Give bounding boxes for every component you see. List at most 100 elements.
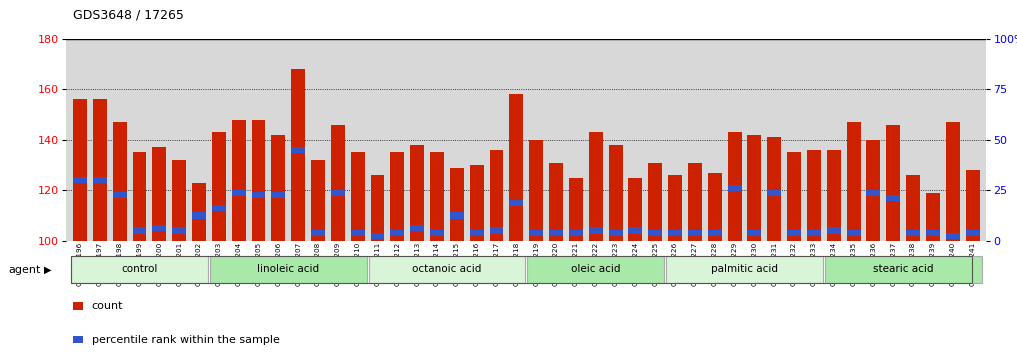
Bar xyxy=(708,173,722,241)
Bar xyxy=(370,175,384,241)
Bar xyxy=(132,153,146,241)
FancyBboxPatch shape xyxy=(527,256,664,284)
Bar xyxy=(489,150,503,241)
Text: count: count xyxy=(92,301,123,311)
Bar xyxy=(926,193,940,241)
Bar xyxy=(93,99,107,241)
Bar xyxy=(648,162,662,241)
Bar xyxy=(331,125,345,241)
Text: linoleic acid: linoleic acid xyxy=(257,264,319,274)
Bar xyxy=(926,230,940,236)
FancyBboxPatch shape xyxy=(368,256,526,284)
Bar xyxy=(291,69,305,241)
Bar xyxy=(687,162,702,241)
Bar xyxy=(866,140,881,241)
Bar xyxy=(73,177,86,183)
Bar xyxy=(351,230,365,236)
Text: stearic acid: stearic acid xyxy=(873,264,934,274)
Bar xyxy=(946,122,960,241)
Bar xyxy=(767,190,781,196)
Text: agent: agent xyxy=(8,265,41,275)
Bar xyxy=(946,233,960,239)
Bar xyxy=(529,140,543,241)
FancyBboxPatch shape xyxy=(666,256,823,284)
Bar xyxy=(153,225,166,231)
Bar xyxy=(232,190,246,196)
Bar xyxy=(113,192,126,199)
Bar xyxy=(727,132,741,241)
Bar xyxy=(172,160,186,241)
Bar xyxy=(272,135,286,241)
Bar xyxy=(569,230,583,236)
Bar xyxy=(747,230,762,236)
Bar xyxy=(589,132,603,241)
Bar xyxy=(470,165,484,241)
Bar xyxy=(410,225,424,231)
FancyBboxPatch shape xyxy=(825,256,981,284)
Bar xyxy=(489,228,503,234)
Bar xyxy=(450,212,464,219)
Text: octanoic acid: octanoic acid xyxy=(412,264,482,274)
Bar xyxy=(887,125,900,241)
Bar xyxy=(212,205,226,211)
Bar xyxy=(331,190,345,196)
Bar xyxy=(391,153,405,241)
Bar xyxy=(73,99,86,241)
Bar xyxy=(787,153,801,241)
Text: oleic acid: oleic acid xyxy=(571,264,620,274)
Bar xyxy=(232,120,246,241)
Text: GDS3648 / 17265: GDS3648 / 17265 xyxy=(73,9,184,22)
Bar xyxy=(906,230,920,236)
Bar xyxy=(549,230,563,236)
Bar xyxy=(192,183,206,241)
Bar xyxy=(311,230,325,236)
Bar xyxy=(727,184,741,191)
Bar xyxy=(747,135,762,241)
Text: palmitic acid: palmitic acid xyxy=(711,264,778,274)
Bar xyxy=(629,228,643,234)
Bar xyxy=(846,230,860,236)
Bar xyxy=(866,190,881,196)
Bar xyxy=(172,228,186,234)
Bar xyxy=(668,230,682,236)
Bar xyxy=(510,200,524,206)
Bar xyxy=(391,230,405,236)
Bar xyxy=(708,230,722,236)
Bar xyxy=(351,153,365,241)
Bar xyxy=(608,230,622,236)
Bar xyxy=(251,120,265,241)
Bar xyxy=(430,153,444,241)
Bar xyxy=(291,147,305,153)
Bar xyxy=(153,147,166,241)
Bar xyxy=(549,162,563,241)
Bar xyxy=(529,230,543,236)
Bar xyxy=(629,178,643,241)
Text: control: control xyxy=(121,264,158,274)
Bar xyxy=(470,230,484,236)
Bar xyxy=(370,233,384,239)
Text: percentile rank within the sample: percentile rank within the sample xyxy=(92,335,280,345)
Bar xyxy=(311,160,325,241)
Bar xyxy=(569,178,583,241)
Bar xyxy=(687,230,702,236)
Bar xyxy=(192,212,206,219)
Bar xyxy=(510,95,524,241)
FancyBboxPatch shape xyxy=(71,256,207,284)
Bar xyxy=(806,150,821,241)
Bar xyxy=(966,230,979,236)
Bar xyxy=(608,145,622,241)
Bar xyxy=(787,230,801,236)
Bar xyxy=(887,195,900,201)
Bar xyxy=(410,145,424,241)
Bar xyxy=(272,192,286,199)
Bar xyxy=(251,192,265,199)
Bar xyxy=(212,132,226,241)
Text: ▶: ▶ xyxy=(44,265,51,275)
Bar xyxy=(827,150,841,241)
Bar xyxy=(767,137,781,241)
Bar xyxy=(648,230,662,236)
Bar xyxy=(906,175,920,241)
Bar xyxy=(132,228,146,234)
Bar xyxy=(966,170,979,241)
Bar xyxy=(846,122,860,241)
